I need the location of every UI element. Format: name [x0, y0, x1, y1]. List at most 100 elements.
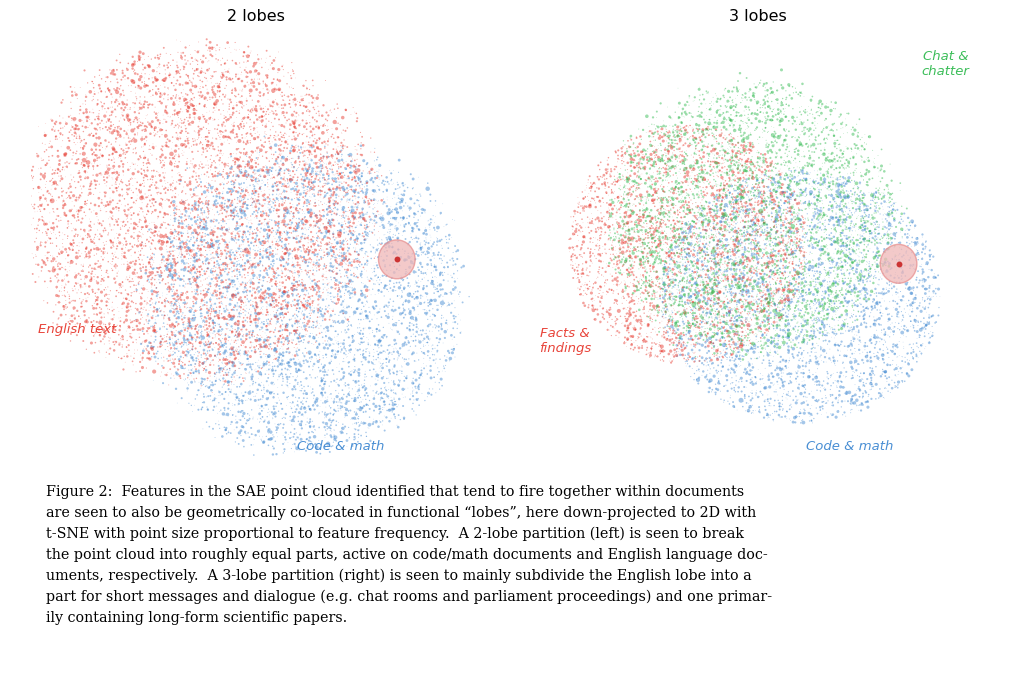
Point [803, 260, 819, 271]
Point [644, 198, 660, 209]
Point [852, 237, 868, 248]
Point [302, 185, 318, 196]
Point [714, 351, 730, 362]
Point [816, 134, 833, 145]
Point [396, 354, 413, 365]
Point [664, 134, 680, 145]
Point [793, 184, 809, 195]
Point [234, 250, 251, 261]
Point [722, 281, 738, 292]
Point [673, 249, 689, 260]
Point [776, 169, 793, 180]
Point [643, 229, 659, 240]
Point [258, 316, 274, 327]
Point [754, 331, 770, 342]
Point [769, 319, 785, 331]
Point [390, 375, 407, 386]
Point [426, 372, 442, 383]
Point [744, 365, 761, 376]
Point [230, 161, 247, 173]
Point [653, 123, 670, 134]
Point [732, 240, 749, 251]
Point [316, 120, 333, 131]
Point [717, 100, 733, 111]
Point [89, 211, 105, 222]
Point [413, 266, 429, 278]
Point [188, 227, 205, 238]
Point [797, 191, 813, 202]
Point [858, 138, 874, 150]
Point [136, 134, 153, 145]
Point [659, 196, 676, 208]
Point [830, 257, 847, 268]
Point [258, 324, 274, 336]
Point [365, 203, 381, 215]
Point [685, 297, 701, 308]
Point [851, 278, 867, 289]
Point [655, 281, 672, 292]
Point [134, 117, 151, 129]
Point [791, 284, 807, 295]
Point [664, 308, 680, 319]
Point [135, 240, 152, 252]
Point [697, 264, 714, 275]
Point [695, 224, 712, 236]
Point [229, 271, 246, 282]
Point [764, 191, 780, 202]
Point [657, 305, 674, 317]
Point [162, 363, 178, 375]
Point [126, 78, 142, 89]
Point [259, 163, 275, 174]
Point [733, 196, 750, 208]
Point [77, 274, 93, 285]
Point [663, 187, 679, 198]
Point [234, 260, 251, 271]
Point [171, 280, 187, 291]
Point [82, 260, 98, 271]
Point [772, 116, 788, 127]
Point [416, 246, 432, 257]
Point [269, 361, 286, 372]
Point [354, 350, 371, 361]
Point [814, 401, 830, 412]
Point [148, 282, 165, 294]
Point [714, 243, 730, 254]
Point [317, 262, 334, 273]
Point [621, 262, 637, 273]
Point [737, 222, 754, 233]
Point [183, 323, 200, 334]
Point [264, 235, 281, 246]
Point [710, 157, 726, 168]
Point [336, 250, 352, 261]
Point [649, 146, 666, 157]
Point [66, 235, 82, 246]
Point [332, 238, 348, 249]
Point [146, 222, 163, 233]
Point [728, 99, 744, 110]
Point [290, 194, 306, 205]
Point [692, 134, 709, 145]
Point [376, 290, 392, 301]
Point [786, 312, 803, 324]
Point [673, 123, 689, 134]
Point [184, 363, 201, 374]
Point [851, 237, 867, 248]
Point [251, 373, 267, 384]
Point [227, 159, 244, 170]
Point [760, 410, 776, 421]
Point [195, 358, 211, 369]
Point [772, 105, 788, 116]
Point [202, 390, 218, 401]
Point [860, 268, 877, 279]
Point [645, 251, 662, 262]
Point [211, 191, 227, 202]
Point [618, 146, 635, 157]
Point [316, 379, 333, 390]
Point [303, 387, 319, 398]
Point [413, 210, 429, 222]
Point [712, 145, 728, 157]
Point [757, 268, 773, 280]
Point [908, 349, 925, 360]
Point [715, 361, 731, 373]
Point [819, 308, 836, 319]
